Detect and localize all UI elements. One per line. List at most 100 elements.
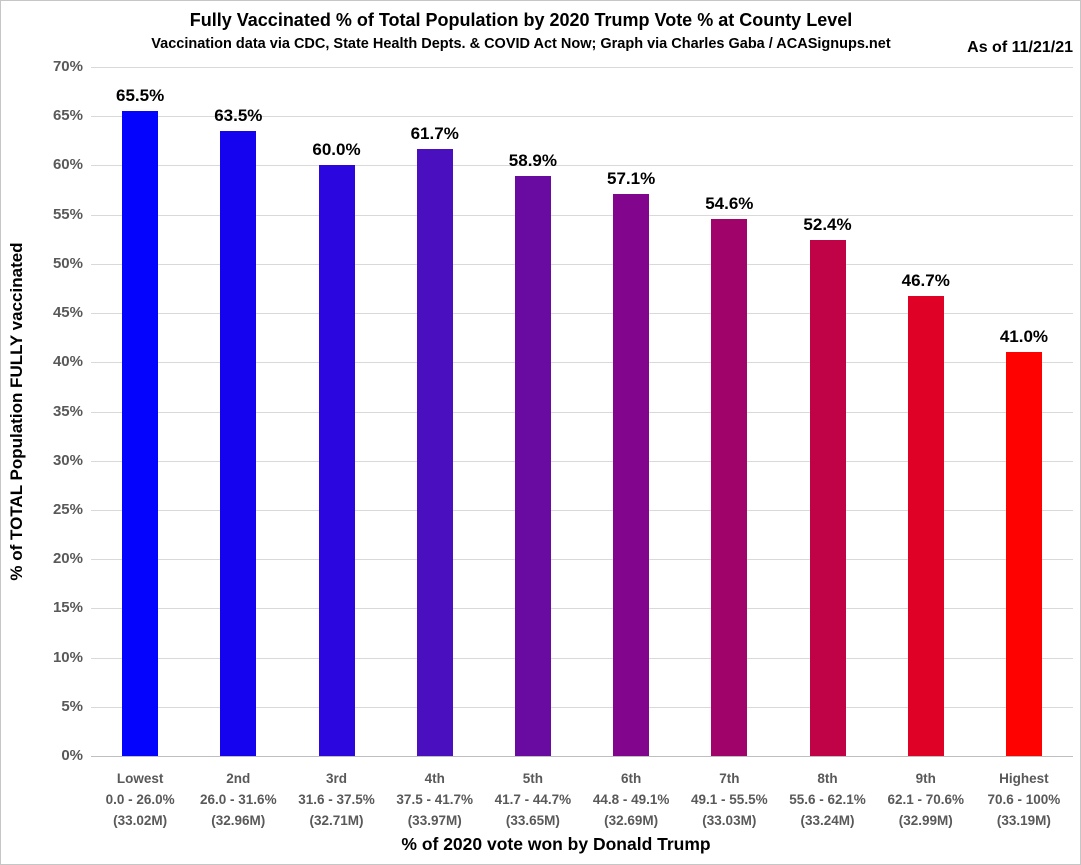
bar-value-label: 41.0% [999,327,1049,347]
chart-subtitle: Vaccination data via CDC, State Health D… [151,36,891,52]
bar [318,165,355,756]
x-category-range: 49.1 - 55.5% [691,792,768,807]
y-tick-label: 55% [52,205,83,223]
bar [220,130,257,756]
x-category-label: 9th 62.1 - 70.6% (32.99M) [877,768,975,831]
gridline [91,116,1073,118]
gridline [91,313,1073,315]
x-category-rank: 7th [719,771,740,786]
x-category-population: (32.71M) [309,813,364,828]
x-category-rank: Lowest [116,771,164,786]
bar-column: 54.6% [680,67,778,756]
x-category-range: 0.0 - 26.0% [105,792,175,807]
x-category-rank: 4th [424,771,445,786]
gridline [91,165,1073,167]
x-category-population: (32.99M) [898,813,953,828]
x-category-range: 37.5 - 41.7% [396,792,473,807]
title-block: Fully Vaccinated % of Total Population b… [1,10,1041,52]
x-category-rank: 8th [817,771,838,786]
x-category-population: (33.02M) [113,813,168,828]
bar-value-label: 61.7% [410,123,459,143]
y-tick-label: 0% [61,747,83,764]
x-category-label: 2nd 26.0 - 31.6% (32.96M) [189,768,287,831]
gridline [91,263,1073,265]
x-category-label: 6th 44.8 - 49.1% (32.69M) [582,768,680,831]
plot-area: 65.5% 63.5% 60.0% 61.7% 58.9% 57.1% 54.6% 52.4%… [91,67,1073,757]
bar-value-label: 63.5% [214,105,263,125]
gridline [91,657,1073,659]
x-category-label: Highest 70.6 - 100% (33.19M) [975,768,1073,831]
x-category-population: (33.97M) [407,813,462,828]
gridline [91,460,1073,462]
chart-title: Fully Vaccinated % of Total Population b… [189,10,853,30]
x-category-label: 7th 49.1 - 55.5% (33.03M) [680,768,778,831]
bar-value-label: 54.6% [705,193,754,213]
bar [514,176,551,756]
y-tick-label: 65% [52,107,83,125]
x-category-rank: Highest [999,771,1049,786]
bar-value-label: 52.4% [803,215,852,235]
x-category-range: 70.6 - 100% [987,792,1061,807]
gridline [91,559,1073,561]
gridline [91,362,1073,364]
bar-value-label: 46.7% [901,271,950,291]
bar [1005,352,1042,756]
x-category-rank: 6th [620,771,642,786]
bar-column: 61.7% [386,67,484,756]
y-tick-label: 20% [52,550,83,568]
x-category-population: (33.24M) [800,813,855,828]
bar [122,111,159,756]
bar-column: 58.9% [484,67,582,756]
x-category-label: 4th 37.5 - 41.7% (33.97M) [386,768,484,831]
as-of-date: As of 11/21/21 [967,39,1073,56]
bar [711,218,748,756]
bar-value-label: 60.0% [312,140,361,160]
y-tick-label: 50% [52,254,83,272]
y-tick-label: 40% [52,353,83,371]
gridline [91,411,1073,413]
x-category-row: Lowest 0.0 - 26.0% (33.02M) 2nd 26.0 - 31.6%… [91,768,1073,831]
bar-value-label: 65.5% [115,86,165,106]
bar-column: 41.0% [975,67,1073,756]
gridline [91,608,1073,610]
bar [416,148,453,756]
bars-layer: 65.5% 63.5% 60.0% 61.7% 58.9% 57.1% 54.6% 52.4%… [91,67,1073,756]
x-category-label: 5th 41.7 - 44.7% (33.65M) [484,768,582,831]
bar-column: 46.7% [877,67,975,756]
x-category-population: (33.65M) [505,813,560,828]
y-tick-label: 5% [61,697,83,715]
bar-column: 60.0% [287,67,385,756]
y-tick-label: 30% [52,451,83,469]
x-category-population: (33.19M) [996,813,1051,828]
x-category-population: (32.69M) [604,813,659,828]
y-tick-label: 25% [52,500,83,518]
x-category-population: (33.03M) [702,813,757,828]
gridline [91,214,1073,216]
x-category-population: (32.96M) [211,813,266,828]
x-axis-title: % of 2020 vote won by Donald Trump [401,834,711,854]
bar-value-label: 57.1% [607,168,656,188]
x-category-label: 8th 55.6 - 62.1% (33.24M) [778,768,876,831]
x-category-rank: 2nd [226,771,251,786]
x-category-rank: 3rd [326,771,348,786]
x-category-range: 44.8 - 49.1% [592,792,670,807]
x-category-range: 62.1 - 70.6% [887,792,964,807]
bar-column: 52.4% [778,67,876,756]
y-tick-label: 10% [52,648,83,666]
gridline [91,67,1073,68]
bar [613,193,650,756]
x-category-range: 26.0 - 31.6% [200,792,277,807]
x-category-range: 31.6 - 37.5% [298,792,375,807]
x-category-range: 55.6 - 62.1% [789,792,866,807]
x-category-range: 41.7 - 44.7% [494,792,572,807]
bar-value-label: 58.9% [508,151,558,171]
bar-column: 57.1% [582,67,680,756]
y-tick-label: 15% [52,599,83,617]
gridline [91,509,1073,511]
bar [809,240,846,756]
bar-column: 63.5% [189,67,287,756]
y-tick-label: 60% [52,156,83,174]
x-category-rank: 5th [522,771,544,786]
gridline [91,706,1073,708]
